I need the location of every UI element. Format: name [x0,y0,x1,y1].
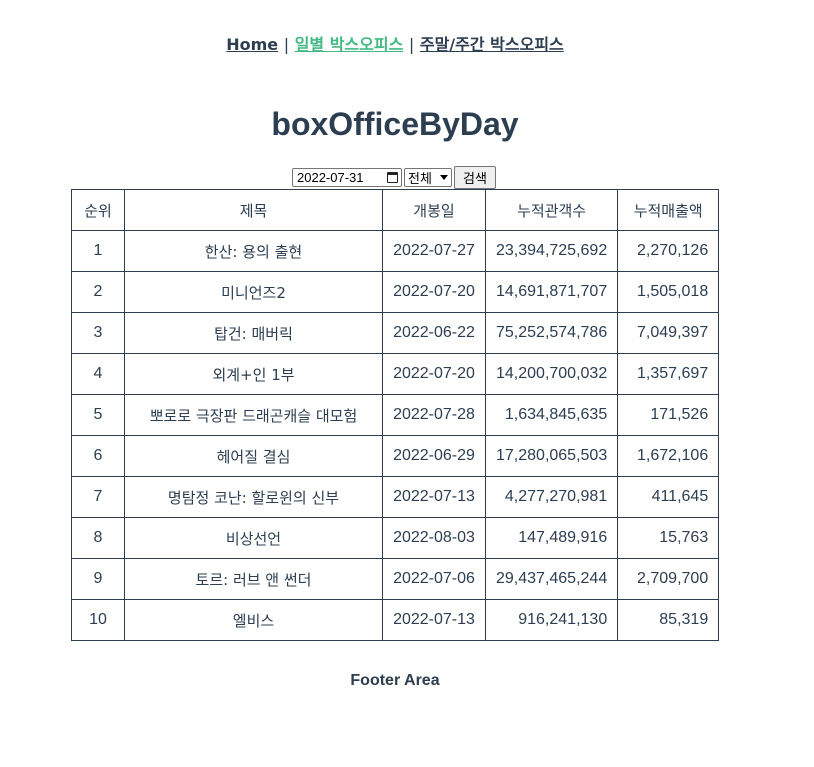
top-nav: Home | 일별 박스오피스 | 주말/주간 박스오피스 [0,34,790,56]
nav-weekly-boxoffice-link[interactable]: 주말/주간 박스오피스 [419,35,564,54]
cell-open-date: 2022-07-20 [382,353,486,395]
table-row: 3 탑건: 매버릭 2022-06-22 75,252,574,786 7,04… [71,312,720,354]
cell-rank: 7 [71,476,125,518]
footer: Footer Area [350,672,440,689]
header-audience: 누적관객수 [484,189,619,231]
table-row: 8 비상선언 2022-08-03 147,489,916 15,763 [71,517,720,559]
table-header-row: 순위 제목 개봉일 누적관객수 누적매출액 [71,189,720,231]
table-row: 7 명탐정 코난: 할로윈의 신부 2022-07-13 4,277,270,9… [71,476,720,518]
cell-title: 외계+인 1부 [124,353,383,395]
header-rank: 순위 [71,189,125,231]
cell-rank: 8 [71,517,125,559]
cell-rank: 1 [71,230,125,272]
cell-open-date: 2022-06-22 [382,312,486,354]
cell-open-date: 2022-07-28 [382,394,486,436]
cell-open-date: 2022-07-27 [382,230,486,272]
cell-rank: 2 [71,271,125,313]
cell-audience: 23,394,725,692 [484,230,619,272]
chevron-down-icon [440,175,448,180]
cell-audience: 29,437,465,244 [484,558,619,600]
cell-audience: 147,489,916 [484,517,619,559]
date-value: 2022-07-31 [297,170,364,185]
cell-sales: 1,505,018 [617,271,720,313]
header-title: 제목 [124,189,383,231]
cell-audience: 14,691,871,707 [484,271,619,313]
cell-sales: 1,357,697 [617,353,720,395]
table-row: 10 엘비스 2022-07-13 916,241,130 85,319 [71,599,720,641]
cell-sales: 411,645 [617,476,720,518]
cell-title: 한산: 용의 출현 [124,230,383,272]
cell-title: 토르: 러브 앤 썬더 [124,558,383,600]
category-select-value: 전체 [408,172,432,187]
cell-rank: 3 [71,312,125,354]
cell-sales: 171,526 [617,394,720,436]
cell-rank: 10 [71,599,125,641]
cell-open-date: 2022-07-13 [382,599,486,641]
table-row: 2 미니언즈2 2022-07-20 14,691,871,707 1,505,… [71,271,720,313]
header-sales: 누적매출액 [617,189,720,231]
cell-rank: 9 [71,558,125,600]
cell-title: 뽀로로 극장판 드래곤캐슬 대모험 [124,394,383,436]
category-select[interactable]: 전체 [404,168,452,187]
cell-sales: 15,763 [617,517,720,559]
calendar-icon[interactable] [387,172,398,183]
table-row: 5 뽀로로 극장판 드래곤캐슬 대모험 2022-07-28 1,634,845… [71,394,720,436]
cell-sales: 7,049,397 [617,312,720,354]
cell-title: 명탐정 코난: 할로윈의 신부 [124,476,383,518]
cell-title: 비상선언 [124,517,383,559]
cell-open-date: 2022-08-03 [382,517,486,559]
cell-title: 탑건: 매버릭 [124,312,383,354]
cell-open-date: 2022-07-06 [382,558,486,600]
table-row: 4 외계+인 1부 2022-07-20 14,200,700,032 1,35… [71,353,720,395]
cell-open-date: 2022-07-13 [382,476,486,518]
page-title: boxOfficeByDay [271,106,519,142]
date-input[interactable]: 2022-07-31 [292,168,402,187]
cell-title: 헤어질 결심 [124,435,383,477]
cell-open-date: 2022-06-29 [382,435,486,477]
cell-open-date: 2022-07-20 [382,271,486,313]
cell-rank: 5 [71,394,125,436]
header-open-date: 개봉일 [382,189,486,231]
cell-title: 미니언즈2 [124,271,383,313]
cell-rank: 6 [71,435,125,477]
table-row: 1 한산: 용의 출현 2022-07-27 23,394,725,692 2,… [71,230,720,272]
nav-home-link[interactable]: Home [226,35,279,54]
cell-audience: 916,241,130 [484,599,619,641]
cell-audience: 4,277,270,981 [484,476,619,518]
cell-audience: 17,280,065,503 [484,435,619,477]
boxoffice-table: 순위 제목 개봉일 누적관객수 누적매출액 1 한산: 용의 출현 2022-0… [71,189,720,641]
nav-separator: | [408,35,415,54]
cell-sales: 2,270,126 [617,230,720,272]
cell-audience: 14,200,700,032 [484,353,619,395]
cell-sales: 1,672,106 [617,435,720,477]
search-button[interactable]: 검색 [454,166,496,189]
cell-rank: 4 [71,353,125,395]
nav-separator: | [283,35,290,54]
cell-audience: 75,252,574,786 [484,312,619,354]
cell-sales: 85,319 [617,599,720,641]
table-row: 6 헤어질 결심 2022-06-29 17,280,065,503 1,672… [71,435,720,477]
cell-title: 엘비스 [124,599,383,641]
search-controls: 2022-07-31 전체 검색 [292,166,496,189]
cell-audience: 1,634,845,635 [484,394,619,436]
cell-sales: 2,709,700 [617,558,720,600]
table-row: 9 토르: 러브 앤 썬더 2022-07-06 29,437,465,244 … [71,558,720,600]
nav-daily-boxoffice-link[interactable]: 일별 박스오피스 [294,35,404,54]
